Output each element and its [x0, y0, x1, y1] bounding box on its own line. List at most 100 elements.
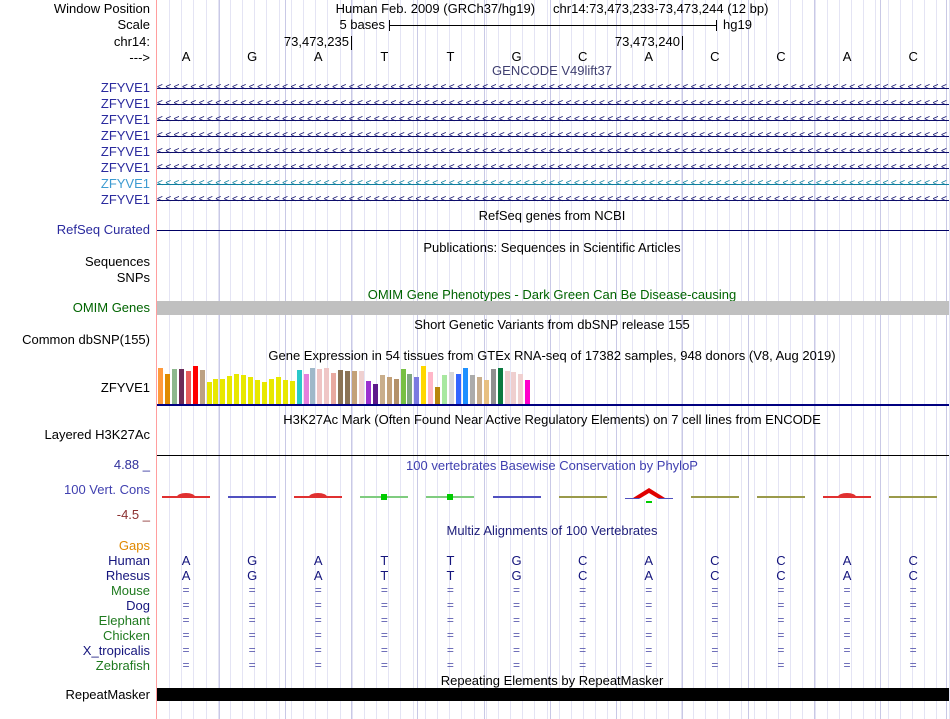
gtex-tissue-bar[interactable] — [268, 379, 274, 404]
gtex-tissue-bar[interactable] — [386, 377, 392, 404]
gtex-tissue-bar[interactable] — [400, 369, 406, 404]
publications-sequences-label[interactable]: Sequences — [84, 254, 150, 269]
gene-row-label[interactable]: ZFYVE1 — [100, 144, 150, 159]
gtex-tissue-bar[interactable] — [331, 373, 337, 404]
gene-transcript-row[interactable]: <<<<<<<<<<<<<<<<<<<<<<<<<<<<<<<<<<<<<<<<… — [157, 192, 949, 208]
phylop-segment[interactable] — [823, 490, 872, 506]
multiz-species-label[interactable]: X_tropicalis — [82, 643, 150, 658]
gtex-tissue-bar[interactable] — [379, 375, 385, 404]
dbsnp-track-title[interactable]: Short Genetic Variants from dbSNP releas… — [414, 317, 690, 332]
phylop-segment[interactable] — [360, 490, 409, 506]
gtex-tissue-bar[interactable] — [227, 376, 233, 404]
gtex-tissue-bar[interactable] — [171, 369, 177, 404]
gene-transcript-row[interactable]: <<<<<<<<<<<<<<<<<<<<<<<<<<<<<<<<<<<<<<<<… — [157, 80, 949, 96]
refseq-curated-label[interactable]: RefSeq Curated — [56, 222, 150, 237]
gtex-tissue-bar[interactable] — [469, 375, 475, 404]
publications-track-title[interactable]: Publications: Sequences in Scientific Ar… — [423, 240, 681, 255]
gtex-tissue-bar[interactable] — [358, 371, 364, 404]
gene-row-label[interactable]: ZFYVE1 — [100, 80, 150, 95]
h3k27ac-track-title[interactable]: H3K27Ac Mark (Often Found Near Active Re… — [283, 412, 821, 427]
multiz-species-label[interactable]: Rhesus — [105, 568, 150, 583]
multiz-species-label[interactable]: Gaps — [118, 538, 150, 553]
phylop-track-title[interactable]: 100 vertebrates Basewise Conservation by… — [406, 458, 698, 473]
phylop-segment[interactable] — [162, 490, 211, 506]
multiz-species-label[interactable]: Elephant — [98, 613, 150, 628]
gtex-tissue-bar[interactable] — [241, 375, 247, 404]
gtex-tissue-bar[interactable] — [324, 368, 330, 404]
gtex-tissue-bar[interactable] — [289, 381, 295, 404]
phylop-segment[interactable] — [889, 490, 938, 506]
phylop-segment[interactable] — [756, 490, 805, 506]
omim-track-title[interactable]: OMIM Gene Phenotypes - Dark Green Can Be… — [367, 287, 737, 302]
gene-transcript-row[interactable]: <<<<<<<<<<<<<<<<<<<<<<<<<<<<<<<<<<<<<<<<… — [157, 112, 949, 128]
gene-transcript-row[interactable]: <<<<<<<<<<<<<<<<<<<<<<<<<<<<<<<<<<<<<<<<… — [157, 176, 949, 192]
gtex-tissue-bar[interactable] — [497, 368, 503, 404]
gtex-tissue-bar[interactable] — [483, 380, 489, 404]
gtex-tissue-bar[interactable] — [158, 368, 163, 404]
gene-row-label[interactable]: ZFYVE1 — [100, 112, 150, 127]
gtex-tissue-bar[interactable] — [282, 380, 288, 404]
gene-row-label[interactable]: ZFYVE1 — [100, 96, 150, 111]
multiz-species-label[interactable]: Zebrafish — [95, 658, 150, 673]
gene-transcript-row[interactable]: <<<<<<<<<<<<<<<<<<<<<<<<<<<<<<<<<<<<<<<<… — [157, 144, 949, 160]
phylop-segment[interactable] — [294, 490, 343, 506]
gtex-tissue-bar[interactable] — [185, 371, 191, 404]
gtex-tissue-bar[interactable] — [372, 384, 378, 404]
gtex-tissue-bar[interactable] — [449, 372, 455, 404]
gtex-tissue-bar[interactable] — [345, 371, 351, 404]
gtex-tissue-bar[interactable] — [393, 379, 399, 404]
gene-transcript-row[interactable]: <<<<<<<<<<<<<<<<<<<<<<<<<<<<<<<<<<<<<<<<… — [157, 96, 949, 112]
phylop-segment[interactable] — [558, 490, 607, 506]
gtex-tissue-bar[interactable] — [220, 379, 226, 404]
phylop-track-label[interactable]: 100 Vert. Cons — [64, 482, 150, 497]
gtex-tissue-bar[interactable] — [317, 369, 323, 404]
phylop-segment[interactable] — [492, 490, 541, 506]
multiz-species-label[interactable]: Human — [108, 553, 150, 568]
gencode-track-title[interactable]: GENCODE V49lift37 — [492, 63, 612, 78]
gene-row-label[interactable]: ZFYVE1 — [100, 192, 150, 207]
gtex-tissue-bar[interactable] — [518, 374, 524, 404]
gtex-tissue-bar[interactable] — [338, 370, 344, 404]
gtex-track-title[interactable]: Gene Expression in 54 tissues from GTEx … — [268, 348, 836, 363]
multiz-species-label[interactable]: Mouse — [110, 583, 150, 598]
h3k27ac-track-label[interactable]: Layered H3K27Ac — [44, 427, 150, 442]
multiz-species-label[interactable]: Chicken — [103, 628, 150, 643]
gtex-tissue-bar[interactable] — [504, 371, 510, 404]
gtex-tissue-bar[interactable] — [296, 370, 302, 404]
gtex-tissue-bar[interactable] — [511, 372, 517, 404]
gene-transcript-row[interactable]: <<<<<<<<<<<<<<<<<<<<<<<<<<<<<<<<<<<<<<<<… — [157, 160, 949, 176]
gtex-tissue-bar[interactable] — [178, 369, 184, 404]
gtex-tissue-bar[interactable] — [261, 382, 267, 404]
gtex-tissue-bar[interactable] — [414, 377, 420, 404]
gtex-tissue-bar[interactable] — [275, 377, 281, 404]
gtex-tissue-bar[interactable] — [310, 368, 316, 404]
gtex-tissue-bar[interactable] — [407, 374, 413, 404]
repeatmasker-element-bar[interactable] — [157, 688, 949, 701]
gtex-tissue-bar[interactable] — [303, 374, 309, 404]
gtex-tissue-bar[interactable] — [213, 379, 219, 404]
gtex-tissue-bar[interactable] — [234, 374, 240, 404]
phylop-segment[interactable] — [624, 488, 673, 506]
gtex-tissue-bar[interactable] — [435, 387, 441, 404]
refseq-curated-gene-line[interactable] — [157, 230, 949, 231]
gtex-tissue-bar[interactable] — [365, 381, 371, 404]
gtex-tissue-bar[interactable] — [525, 380, 531, 404]
gtex-tissue-bar[interactable] — [164, 374, 170, 404]
phylop-segment[interactable] — [426, 490, 475, 506]
gtex-tissue-bar[interactable] — [476, 377, 482, 404]
gtex-tissue-bar[interactable] — [428, 372, 434, 404]
gtex-tissue-bar[interactable] — [206, 382, 212, 404]
repeatmasker-track-label[interactable]: RepeatMasker — [65, 687, 150, 702]
gtex-tissue-bar[interactable] — [352, 371, 358, 404]
gtex-tissue-bar[interactable] — [462, 368, 468, 404]
gtex-tissue-bar[interactable] — [248, 377, 254, 404]
gtex-tissue-bar[interactable] — [442, 375, 448, 404]
phylop-segment[interactable] — [690, 490, 739, 506]
omim-genes-label[interactable]: OMIM Genes — [72, 300, 150, 315]
gene-row-label[interactable]: ZFYVE1 — [100, 128, 150, 143]
gtex-gene-model-line[interactable] — [157, 404, 949, 406]
gtex-tissue-bar[interactable] — [421, 366, 427, 404]
gtex-gene-label[interactable]: ZFYVE1 — [100, 380, 150, 395]
omim-gene-bar[interactable] — [157, 301, 949, 315]
gene-transcript-row[interactable]: <<<<<<<<<<<<<<<<<<<<<<<<<<<<<<<<<<<<<<<<… — [157, 128, 949, 144]
